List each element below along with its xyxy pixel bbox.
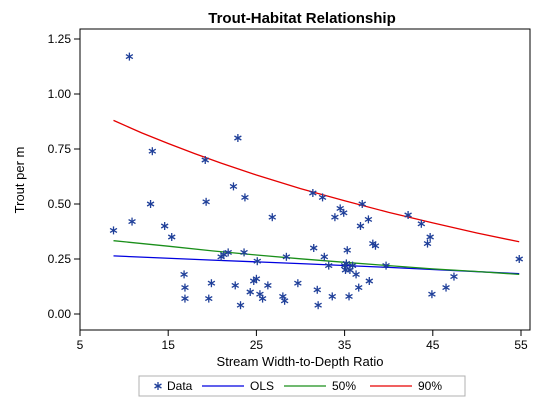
data-point	[181, 283, 189, 292]
data-point	[224, 248, 232, 257]
legend-box	[138, 375, 466, 397]
data-point	[314, 301, 322, 310]
data-point	[365, 277, 374, 285]
data-point	[313, 285, 322, 294]
data-point	[364, 215, 373, 224]
data-point	[320, 252, 329, 261]
data-point	[356, 222, 365, 230]
data-point	[294, 279, 302, 288]
data-point	[382, 261, 390, 270]
y-tick-label: 1.25	[48, 32, 72, 46]
x-tick-label: 45	[426, 338, 440, 352]
data-point	[428, 290, 436, 299]
data-point	[426, 233, 434, 241]
data-point	[234, 134, 242, 142]
x-tick-label: 25	[250, 338, 264, 352]
data-point	[240, 248, 248, 257]
data-point	[229, 182, 238, 191]
x-axis: 5 15 25 35 45 55	[77, 330, 528, 352]
data-point	[231, 281, 240, 290]
data-point	[309, 244, 318, 252]
data-point	[236, 301, 245, 310]
data-point	[241, 193, 249, 202]
legend-marker-data	[154, 382, 162, 390]
data-point	[442, 283, 450, 292]
data-point	[342, 259, 351, 268]
data-point	[181, 294, 189, 303]
x-tick-label: 35	[338, 338, 352, 352]
data-point	[204, 294, 213, 303]
y-tick-label: 0.75	[48, 142, 72, 156]
data-point	[282, 252, 291, 261]
data-point	[252, 274, 261, 283]
data-point	[253, 257, 262, 266]
series-lines	[113, 119, 520, 276]
data-points	[109, 52, 524, 310]
data-point	[328, 292, 337, 301]
series-line-90pct	[113, 119, 520, 243]
data-point	[128, 217, 136, 226]
y-tick-label: 1.00	[48, 87, 72, 101]
data-point	[318, 193, 327, 202]
data-point	[180, 270, 188, 279]
data-point	[207, 279, 216, 288]
data-point	[324, 261, 333, 270]
legend-label-ols: OLS	[250, 379, 274, 393]
data-point	[515, 255, 524, 263]
legend-label-data: Data	[167, 379, 193, 393]
data-point	[246, 288, 255, 296]
data-point	[450, 272, 458, 281]
data-point	[268, 213, 277, 222]
data-point	[160, 222, 169, 230]
data-point	[202, 197, 210, 206]
y-axis: 0.00 0.25 0.50 0.75 1.00 1.25	[48, 32, 80, 321]
x-tick-label: 5	[77, 338, 84, 352]
data-point	[345, 292, 353, 301]
data-point	[343, 246, 352, 255]
data-point	[309, 189, 317, 197]
data-point	[354, 283, 363, 292]
y-tick-label: 0.50	[48, 197, 72, 211]
data-point	[331, 213, 339, 222]
y-axis-label: Trout per m	[12, 147, 27, 214]
data-point	[148, 147, 157, 156]
data-point	[348, 261, 357, 270]
y-tick-label: 0.25	[48, 252, 72, 266]
data-point	[404, 211, 412, 219]
plot-frame	[79, 28, 531, 331]
y-tick-label: 0.00	[48, 307, 72, 321]
data-point	[125, 52, 134, 61]
x-tick-label: 55	[514, 338, 528, 352]
data-point	[264, 281, 272, 290]
chart-title: Trout-Habitat Relationship	[208, 10, 396, 27]
data-point	[280, 296, 289, 305]
data-point	[339, 208, 348, 217]
series-line-50pct	[113, 240, 520, 276]
data-point	[167, 233, 176, 241]
data-point	[109, 226, 118, 235]
data-point	[146, 200, 155, 208]
data-point	[201, 156, 210, 164]
data-point	[352, 270, 360, 279]
data-point	[258, 294, 267, 303]
data-point	[423, 239, 432, 248]
data-point	[371, 241, 380, 250]
data-point	[358, 200, 367, 208]
legend-label-50pct: 50%	[332, 379, 356, 393]
x-tick-label: 15	[162, 338, 176, 352]
x-axis-label: Stream Width-to-Depth Ratio	[217, 354, 384, 369]
legend: Data OLS 50% 90%	[154, 379, 442, 393]
data-point	[417, 219, 426, 228]
legend-label-90pct: 90%	[418, 379, 442, 393]
